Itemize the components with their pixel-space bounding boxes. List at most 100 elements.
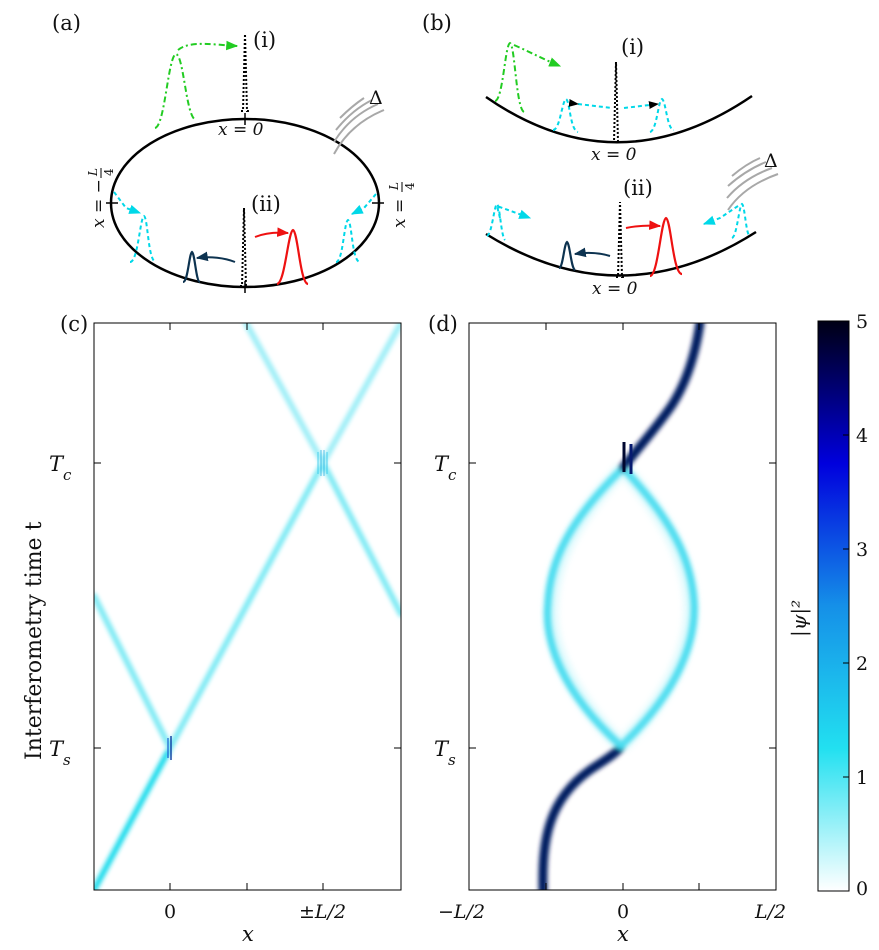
cyan-pulse-right-b2 [731,202,751,239]
cyan-pulse-right-a [335,218,361,263]
panel-d-label: (d) [428,312,458,336]
cyan-double-arrow-b2 [623,101,659,110]
cyan-pulse-left-a [129,214,157,263]
noise-arcs-b [726,157,779,211]
navy-arrow-b [573,247,611,258]
c-beam-wrap-in [320,460,401,617]
svg-text:L: L [86,168,100,177]
c-ylabel: Interferometry time t [22,521,47,760]
c-fringes-ts [167,736,172,760]
d-ytick-ts-text: s [448,751,456,769]
green-arrow-b [513,44,562,67]
svg-text:4: 4 [403,182,417,190]
subpanel-b-ii-label: (ii) [623,176,653,200]
d-ytick-ts: Ts [434,737,456,769]
green-source-pulse [154,52,197,129]
svg-text:L: L [387,182,401,191]
red-arrow-b [625,220,662,230]
panel-a: (a) (i) x = 0 x = − L 4 x = L 4 [52,11,417,293]
trap-curve-ii [485,230,757,277]
d-xtick-0: −L/2 [438,901,485,923]
panel-c-label: (c) [60,312,88,336]
c-incoming-beam [94,745,173,890]
cyan-pulse-left-b2 [486,202,506,241]
cyan-pulse-right-b [649,97,675,133]
d-lower-soliton [538,741,626,890]
colorbar-label: |ψ|² [787,600,812,637]
cyan-arrow-left-a [113,191,142,214]
svg-text:4: 4 [102,168,116,176]
label-x-zero-b-ii: x = 0 [592,279,638,299]
label-x-neg-quarter: x = − L 4 [86,168,116,228]
colorbar-ticks: 0 1 2 3 4 5 [843,311,868,900]
panel-b: (b) (i) x = 0 Δ (ii) x = 0 [422,11,779,299]
d-fringes-tc [622,442,633,474]
spike-i [241,33,249,112]
green-arrow [177,40,239,51]
d-xlabel: x [617,922,629,946]
plot-d-ticks [469,323,776,890]
plot-d-density [469,323,776,890]
label-x-pos-quarter: x = L 4 [387,182,417,228]
d-halo [543,463,699,751]
svg-text:x =: x = [390,199,410,228]
spike-ii-a [240,207,248,287]
c-beam-left-up [94,593,173,751]
delta-label-a: Δ [369,87,383,109]
noise-arcs-a [333,97,385,155]
subpanel-b-i-label: (i) [621,35,644,59]
d-xtick-1: 0 [617,901,629,923]
red-arrow-a [254,227,290,238]
c-fringes-tc [317,450,328,476]
subpanel-a-i-label: (i) [253,28,276,52]
c-xtick-0: 0 [164,901,176,923]
c-ytick-tc-text: c [63,466,72,484]
cyan-double-arrow-b [568,98,613,109]
navy-pulse-b [557,240,576,271]
colorbar-tick-label: 3 [856,539,868,561]
colorbar-gradient [817,320,850,892]
d-ytick-tc: Tc [434,452,457,484]
c-xlabel: x [242,922,254,946]
colorbar-tick-label: 2 [856,653,868,675]
panel-b-label: (b) [422,11,452,35]
spike-i-b [612,61,620,143]
colorbar-tick-label: 4 [856,425,868,447]
panel-c: (c) [22,312,402,946]
c-beam-out-left [243,323,326,466]
cyan-pulse-left-b [552,97,579,133]
spike-ii-b [616,201,624,278]
c-beam-right-up [167,460,326,751]
plot-c-density [94,323,401,890]
label-x-zero-b-i: x = 0 [591,145,637,165]
trap-curve-i [485,94,753,144]
navy-pulse-a [182,250,202,284]
label-x-zero-a: x = 0 [218,120,264,140]
cyan-arrow-right-b2 [702,205,739,225]
navy-arrow-a [195,251,236,263]
colorbar: 0 1 2 3 4 5 |ψ|² [787,311,868,900]
c-ytick-ts: Ts [49,737,71,769]
green-pulse-b [494,41,525,113]
cyan-arrow-right-a [350,193,377,215]
red-pulse-a [276,228,309,286]
colorbar-tick-label: 0 [856,878,868,900]
svg-text:x = −: x = − [89,179,109,228]
c-beam-out-right [320,323,401,466]
d-xtick-2: L/2 [754,901,786,923]
d-upper-soliton [618,323,705,473]
d-ytick-tc-text: c [448,466,457,484]
cyan-arrow-left-b2 [495,204,532,219]
subpanel-a-ii-label: (ii) [251,192,281,216]
c-ytick-tc: Tc [49,452,72,484]
red-pulse-b [648,216,683,278]
delta-label-b: Δ [764,150,778,172]
colorbar-tick-label: 5 [856,311,868,333]
c-ytick-ts-text: s [63,751,71,769]
plot-c-ticks [94,323,401,890]
colorbar-tick-label: 1 [856,767,868,789]
panel-a-label: (a) [52,11,81,35]
panel-d: (d) −L/2 0 [428,312,786,946]
c-xtick-1: ±L/2 [299,901,346,923]
